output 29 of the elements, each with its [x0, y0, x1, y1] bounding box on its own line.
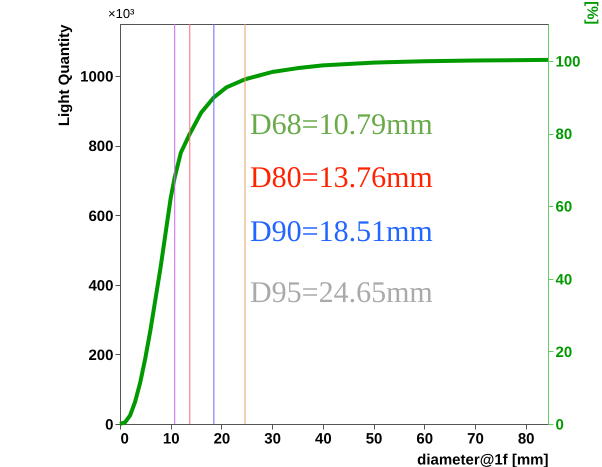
- y-tick-label: 600: [88, 208, 114, 225]
- text: ×10³: [108, 6, 136, 21]
- y2-tick-label: 60: [556, 198, 572, 216]
- x-tick-label: 40: [315, 430, 332, 448]
- annotation: D90=18.51mm: [250, 215, 433, 248]
- x-tick-label: 0: [120, 430, 129, 448]
- y2-tick-label: 0: [556, 416, 564, 434]
- x-tick-label: 50: [366, 430, 382, 448]
- y-tick-label: 1000: [80, 68, 114, 86]
- annotation: D68=10.79mm: [250, 108, 433, 141]
- y2-axis-title: [%]: [584, 1, 601, 25]
- y-tick-label: 400: [88, 277, 114, 294]
- x-tick-label: 30: [264, 430, 281, 448]
- y2-tick-label: 40: [556, 271, 572, 288]
- x-tick-label: 70: [467, 430, 484, 448]
- y2-tick-label: 20: [556, 344, 572, 361]
- x-tick-label: 60: [416, 430, 434, 448]
- annotation: D95=24.65mm: [250, 276, 433, 309]
- x-tick-label: 20: [214, 430, 230, 448]
- y2-tick-label: 100: [556, 54, 581, 71]
- y-axis-title: Light Quantity: [56, 24, 74, 126]
- x-tick-label: 10: [162, 430, 180, 448]
- y-tick-label: 200: [88, 346, 114, 364]
- x-tick-label: 80: [518, 430, 535, 448]
- y2-tick-label: 80: [556, 126, 572, 144]
- y-tick-label: 800: [88, 138, 114, 156]
- annotation: D80=13.76mm: [250, 161, 433, 194]
- line-series: [118, 58, 550, 426]
- y-tick-label: 0: [105, 416, 114, 434]
